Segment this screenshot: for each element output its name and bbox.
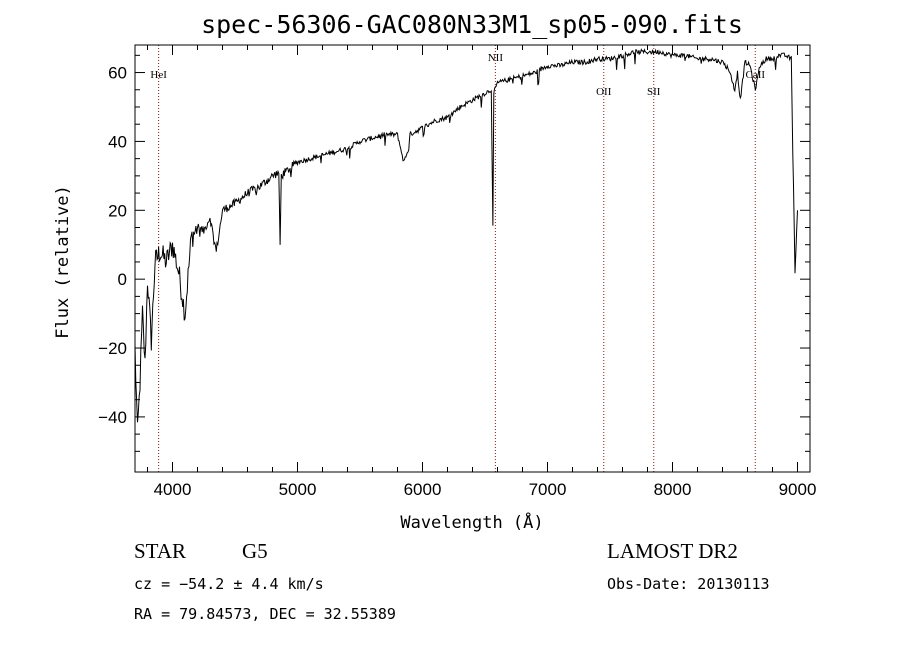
line-marker-label: NII <box>488 52 504 64</box>
plot-frame <box>134 44 811 473</box>
line-marker-label: OII <box>596 86 612 98</box>
x-tick-label: 8000 <box>654 480 692 499</box>
x-tick-label: 5000 <box>279 480 317 499</box>
y-axis: −40 −20 0 20 40 60 <box>98 54 810 452</box>
survey-name: LAMOST DR2 <box>607 539 738 563</box>
x-tick-label: 6000 <box>404 480 442 499</box>
y-axis-label: Flux (relative) <box>53 185 73 339</box>
x-tick-label: 7000 <box>529 480 567 499</box>
redshift-cz: cz = −54.2 ± 4.4 km/s <box>134 575 324 593</box>
y-tick-label: 20 <box>108 201 127 220</box>
line-marker-label: CaII <box>745 69 765 81</box>
x-tick-label: 4000 <box>154 480 192 499</box>
sky-coordinates: RA = 79.84573, DEC = 32.55389 <box>134 605 396 623</box>
chart-title: spec-56306-GAC080N33M1_sp05-090.fits <box>201 10 743 39</box>
y-tick-label: 0 <box>118 270 127 289</box>
y-tick-label: 60 <box>108 64 127 83</box>
observation-date: Obs-Date: 20130113 <box>607 575 770 593</box>
line-marker-label: SII <box>647 86 661 98</box>
object-class: STAR <box>134 539 186 563</box>
line-marker-label: HeI <box>150 69 167 81</box>
spectrum-series-line <box>134 48 798 423</box>
x-axis-label: Wavelength (Å) <box>400 511 543 533</box>
x-axis: 4000 5000 6000 7000 8000 9000 <box>147 45 817 499</box>
emission-line-markers: HeI NII OII SII CaII <box>150 45 765 472</box>
y-tick-label: 40 <box>108 132 127 151</box>
y-tick-label: −40 <box>98 408 127 427</box>
y-tick-label: −20 <box>98 339 127 358</box>
x-tick-label: 9000 <box>779 480 817 499</box>
object-subclass: G5 <box>242 539 268 563</box>
